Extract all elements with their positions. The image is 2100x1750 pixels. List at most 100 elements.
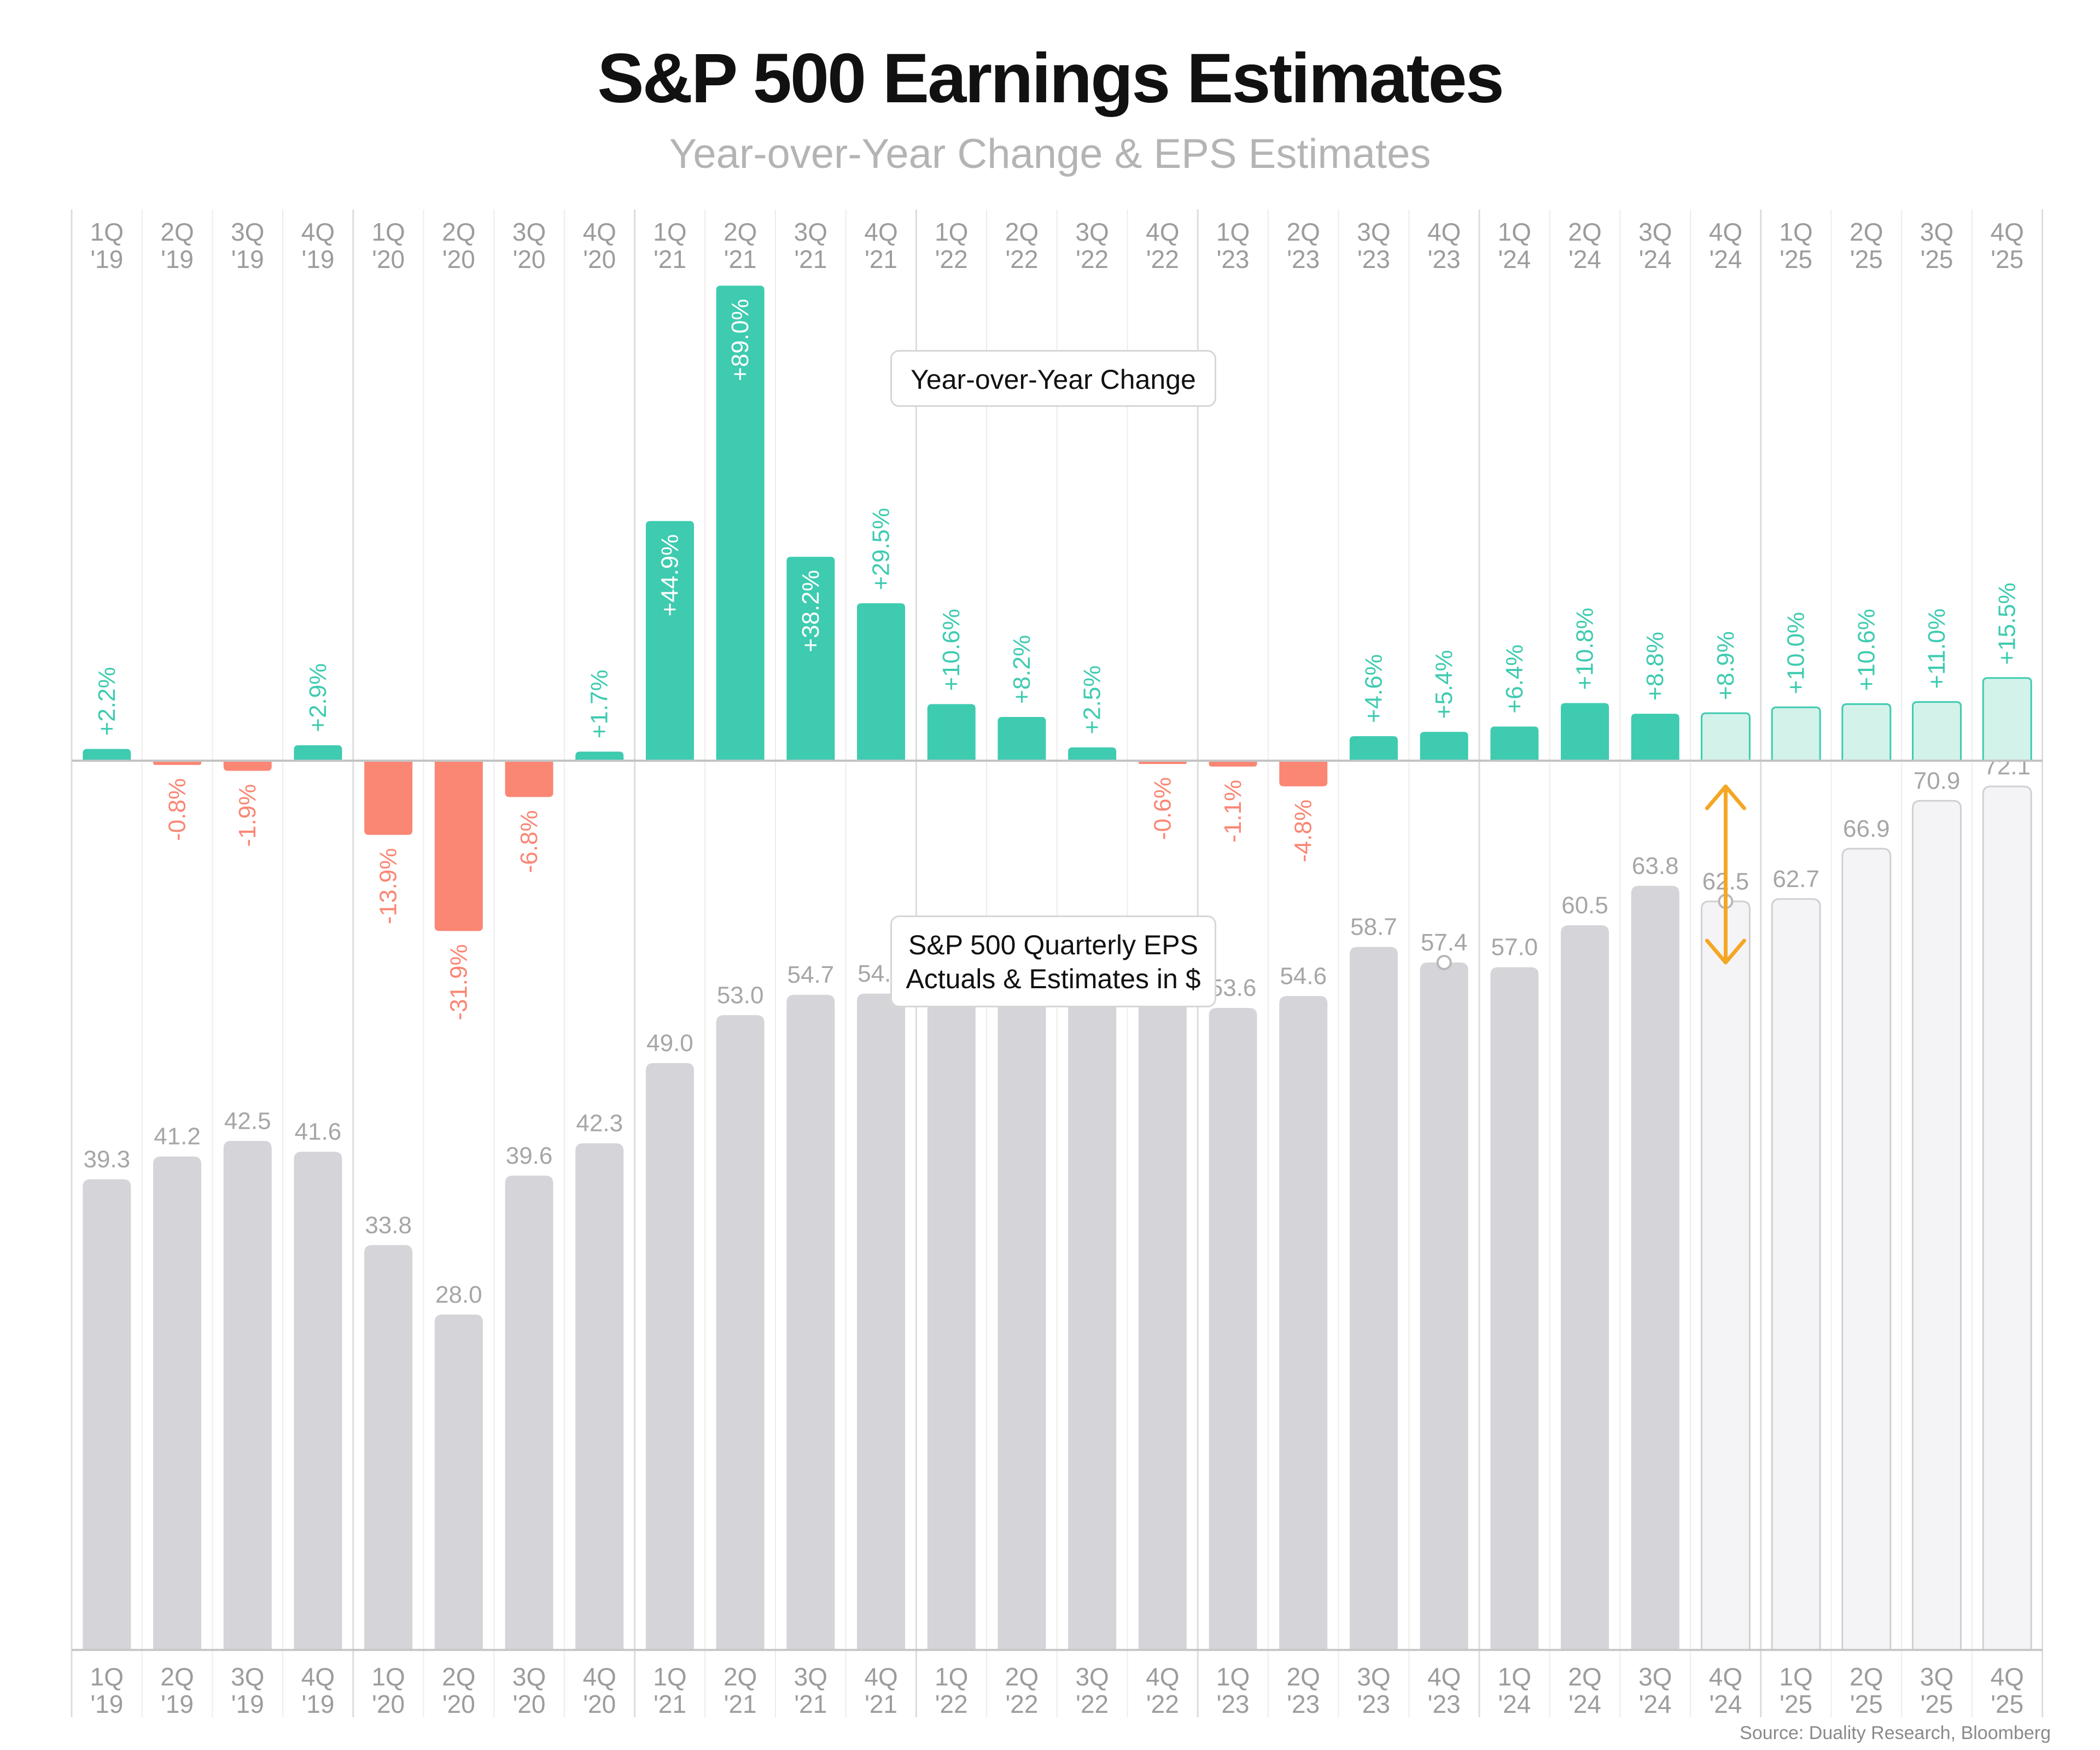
bottom-year-label: '24 — [1639, 1690, 1672, 1718]
yoy-bar — [83, 749, 131, 761]
quarter-labels: 1Q'191Q'192Q'192Q'193Q'193Q'194Q'194Q'19… — [90, 218, 2024, 1718]
bottom-quarter-label: 3Q — [1920, 1662, 1953, 1691]
top-quarter-label: 4Q — [1709, 218, 1742, 246]
bottom-quarter-label: 3Q — [512, 1662, 546, 1691]
yoy-bar — [1771, 706, 1821, 762]
bottom-year-label: '23 — [1287, 1690, 1320, 1718]
bottom-quarter-label: 3Q — [1638, 1662, 1672, 1691]
eps-value-label: 57.4 — [1421, 929, 1468, 956]
eps-bar — [83, 1179, 131, 1650]
bottom-quarter-label: 3Q — [794, 1662, 827, 1691]
top-year-label: '24 — [1709, 245, 1742, 273]
eps-value-label: 58.7 — [1350, 913, 1397, 940]
eps-bar — [857, 993, 906, 1650]
eps-bar — [1349, 947, 1398, 1650]
bottom-quarter-label: 4Q — [864, 1662, 897, 1691]
yoy-value-label: +2.9% — [305, 663, 331, 732]
bottom-quarter-label: 1Q — [1779, 1662, 1812, 1691]
top-year-label: '25 — [1991, 245, 2023, 273]
eps-bar — [1912, 800, 1962, 1651]
eps-bar — [1700, 900, 1751, 1651]
bottom-year-label: '21 — [724, 1690, 757, 1718]
bottom-year-label: '24 — [1709, 1690, 1742, 1718]
top-quarter-label: 2Q — [442, 218, 475, 246]
yoy-bars: +2.2% -0.8% -1.9% +2.9% -13.9% -31.9% -6.8% +1.… — [72, 285, 2043, 1020]
yoy-bar — [1912, 701, 1962, 762]
eps-value-label: 57.0 — [1491, 934, 1538, 961]
top-year-label: '22 — [1076, 245, 1109, 273]
eps-bar — [1631, 885, 1679, 1650]
top-quarter-label: 3Q — [1920, 218, 1953, 246]
yoy-bar — [1561, 703, 1609, 761]
top-year-label: '19 — [301, 245, 334, 273]
eps-bar — [575, 1143, 624, 1650]
yoy-value-label: -0.6% — [1149, 777, 1176, 840]
top-quarter-label: 4Q — [1427, 218, 1461, 246]
top-quarter-label: 1Q — [1779, 218, 1812, 246]
eps-value-label: 41.2 — [154, 1123, 201, 1150]
grid-layer — [71, 209, 2044, 1717]
eps-bar — [1490, 967, 1539, 1650]
eps-bar — [1841, 848, 1892, 1651]
top-year-label: '21 — [654, 245, 686, 273]
yoy-value-label: +2.5% — [1079, 666, 1106, 734]
bottom-year-label: '20 — [442, 1690, 475, 1718]
yoy-bar — [1490, 726, 1539, 761]
top-year-label: '24 — [1639, 245, 1672, 273]
eps-bar — [434, 1314, 483, 1650]
yoy-value-label: +8.9% — [1712, 631, 1739, 700]
top-quarter-label: 1Q — [935, 218, 968, 246]
source-note: Source: Duality Research, Bloomberg — [1740, 1723, 2051, 1743]
bottom-year-label: '21 — [654, 1690, 686, 1718]
bottom-quarter-label: 3Q — [231, 1662, 264, 1691]
bottom-year-label: '19 — [231, 1690, 264, 1718]
eps-value-label: 62.7 — [1772, 866, 1819, 892]
eps-bar — [998, 964, 1046, 1650]
eps-value-label: 54.7 — [788, 961, 835, 988]
bottom-year-label: '22 — [935, 1690, 968, 1718]
yoy-value-label: +10.6% — [938, 609, 965, 691]
eps-callout-line1: S&P 500 Quarterly EPS — [908, 930, 1198, 960]
eps-bar — [645, 1063, 694, 1650]
bottom-quarter-label: 4Q — [1709, 1662, 1742, 1691]
top-quarter-label: 3Q — [1638, 218, 1672, 246]
eps-marker-dot — [1436, 954, 1452, 970]
yoy-bar — [505, 761, 553, 797]
yoy-value-label: -31.9% — [445, 944, 472, 1020]
yoy-bar — [1349, 736, 1398, 761]
top-quarter-label: 2Q — [724, 218, 757, 246]
top-year-label: '19 — [90, 245, 123, 273]
top-year-label: '23 — [1287, 245, 1320, 273]
bottom-quarter-label: 3Q — [1357, 1662, 1390, 1691]
top-quarter-label: 4Q — [1146, 218, 1179, 246]
top-quarter-label: 3Q — [512, 218, 546, 246]
bottom-year-label: '21 — [794, 1690, 827, 1718]
bottom-year-label: '22 — [1005, 1690, 1038, 1718]
bottom-quarter-label: 2Q — [1287, 1662, 1320, 1691]
eps-bar — [927, 1001, 976, 1650]
bottom-year-label: '20 — [583, 1690, 616, 1718]
top-quarter-label: 2Q — [1568, 218, 1601, 246]
eps-value-label: 60.5 — [1561, 892, 1608, 919]
top-quarter-label: 1Q — [90, 218, 124, 246]
bottom-year-label: '19 — [161, 1690, 194, 1718]
top-year-label: '25 — [1921, 245, 1953, 273]
top-year-label: '24 — [1498, 245, 1531, 273]
bottom-quarter-label: 4Q — [1991, 1662, 2024, 1691]
bottom-year-label: '25 — [1850, 1690, 1883, 1718]
yoy-bar — [1279, 761, 1328, 786]
gap-arrow-head-up — [1705, 784, 1746, 810]
top-year-label: '23 — [1217, 245, 1250, 273]
bottom-year-label: '25 — [1991, 1690, 2023, 1718]
yoy-value-label: +10.8% — [1572, 608, 1599, 690]
yoy-bar — [1068, 747, 1117, 761]
eps-value-label: 66.9 — [1843, 815, 1890, 842]
yoy-value-label: +8.2% — [1008, 635, 1035, 704]
eps-value-label: 54.6 — [1280, 962, 1327, 989]
top-year-label: '20 — [513, 245, 546, 273]
yoy-value-label: -1.9% — [234, 784, 261, 847]
top-quarter-label: 3Q — [794, 218, 827, 246]
gap-arrow-head-down — [1705, 938, 1746, 965]
top-quarter-label: 2Q — [1850, 218, 1883, 246]
